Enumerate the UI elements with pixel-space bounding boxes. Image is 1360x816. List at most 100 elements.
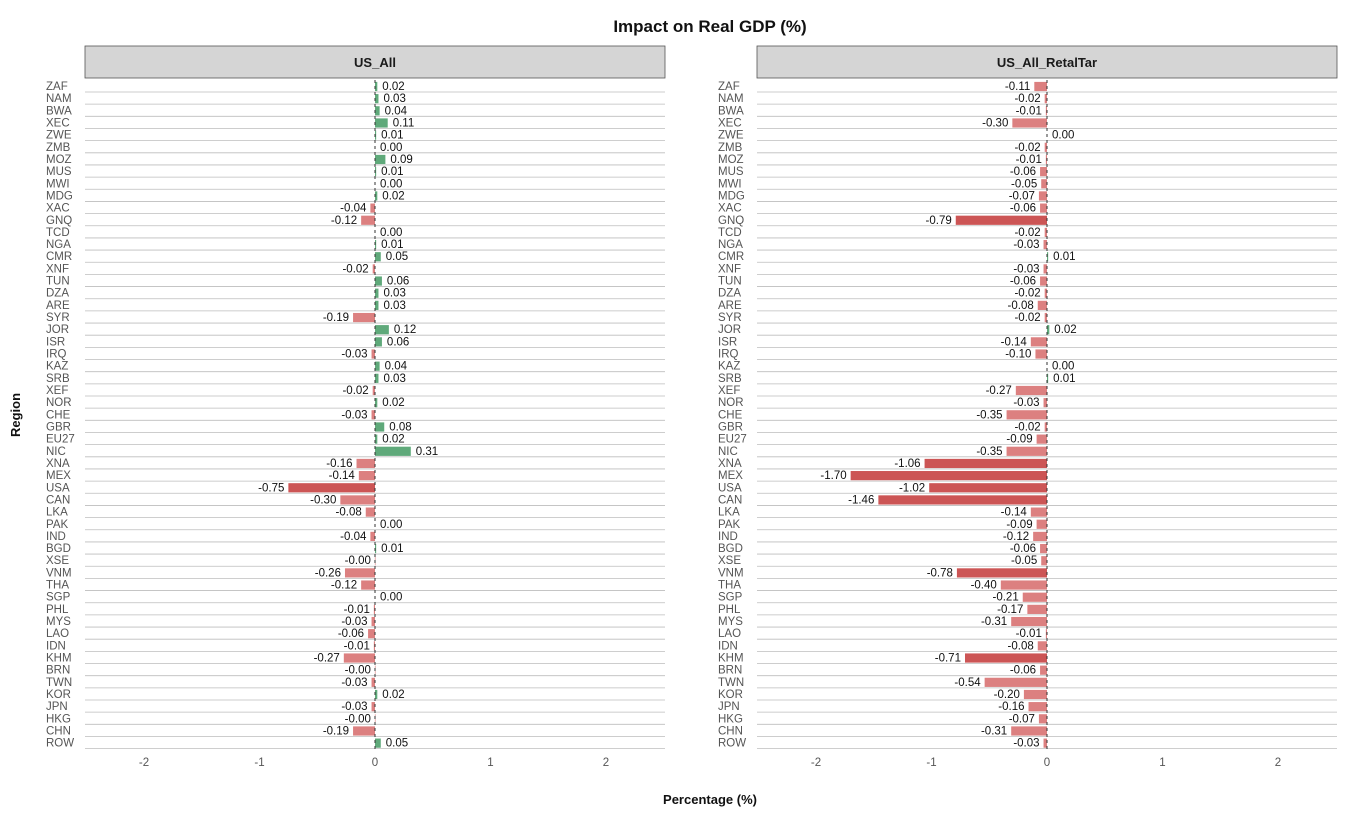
bar-bgd xyxy=(375,543,377,554)
y-tick-label: JPN xyxy=(718,701,740,713)
bar-nam xyxy=(375,94,379,104)
data-label: -0.40 xyxy=(971,580,997,592)
bar-nam xyxy=(1044,94,1047,104)
data-label: 0.03 xyxy=(383,93,405,105)
y-tick-label: BRN xyxy=(46,665,70,677)
y-tick-label: DZA xyxy=(46,288,69,300)
bar-tcd xyxy=(1044,227,1047,238)
bar-can xyxy=(878,495,1047,505)
bar-lao xyxy=(1045,629,1047,639)
data-label: -0.06 xyxy=(1010,276,1036,288)
x-tick-label: -1 xyxy=(926,757,936,769)
panel-US_All_RetalTar: US_All_RetalTar-0.11-0.02-0.01-0.300.00-… xyxy=(718,45,1338,769)
data-label: -0.30 xyxy=(310,494,336,506)
y-tick-label: TWN xyxy=(46,677,72,689)
bar-gnq xyxy=(955,215,1047,225)
data-label: -0.26 xyxy=(315,567,341,579)
bar-idn xyxy=(1037,641,1047,651)
bar-bwa xyxy=(1045,106,1047,116)
y-tick-label: KAZ xyxy=(718,361,740,373)
y-tick-label: MEX xyxy=(718,470,743,482)
y-tick-label: MOZ xyxy=(46,154,72,166)
data-label: -0.14 xyxy=(1001,336,1028,348)
x-axis-title: Percentage (%) xyxy=(663,792,757,807)
data-label: 0.02 xyxy=(382,689,404,701)
x-tick-label: 1 xyxy=(487,757,493,769)
data-label: -0.10 xyxy=(1005,349,1031,361)
bar-mex xyxy=(850,471,1047,481)
bar-chn xyxy=(353,726,375,736)
y-tick-label: EU27 xyxy=(718,434,747,446)
y-tick-label: NAM xyxy=(46,93,72,105)
data-label: -0.03 xyxy=(341,409,367,421)
data-label: -0.03 xyxy=(341,616,367,628)
data-label: 0.00 xyxy=(380,142,402,154)
bar-brn xyxy=(1040,665,1047,675)
bar-nic xyxy=(1006,446,1047,456)
y-tick-label: MDG xyxy=(718,190,745,202)
y-tick-label: IND xyxy=(718,531,738,543)
bar-kor xyxy=(1023,689,1047,700)
y-tick-label: MWI xyxy=(46,178,70,190)
y-tick-label: GNQ xyxy=(46,215,72,227)
bar-xac xyxy=(370,203,375,213)
data-label: 0.01 xyxy=(1053,373,1075,385)
data-label: 0.02 xyxy=(382,190,404,202)
y-tick-label: XEF xyxy=(46,385,68,397)
data-label: 0.02 xyxy=(382,434,404,446)
y-tick-label: CAN xyxy=(718,494,742,506)
data-label: -1.46 xyxy=(848,494,874,506)
bar-mus xyxy=(375,167,377,177)
bar-are xyxy=(375,300,379,310)
data-label: -0.21 xyxy=(993,592,1019,604)
y-tick-label: XNF xyxy=(718,263,741,275)
data-label: -0.12 xyxy=(1003,531,1029,543)
data-label: 0.06 xyxy=(387,276,409,288)
y-tick-label: XNF xyxy=(46,263,69,275)
data-label: -0.09 xyxy=(1006,519,1032,531)
x-tick-label: 2 xyxy=(1275,757,1281,769)
bar-tun xyxy=(1040,276,1047,286)
y-tick-label: NGA xyxy=(46,239,71,251)
facet-strip-label: US_All_RetalTar xyxy=(997,55,1097,70)
y-tick-label: BGD xyxy=(46,543,71,555)
y-tick-label: ROW xyxy=(46,738,74,750)
x-tick-label: 0 xyxy=(1044,757,1050,769)
bar-nga xyxy=(375,239,377,250)
data-label: -0.31 xyxy=(981,616,1007,628)
data-label: -0.04 xyxy=(340,203,367,215)
y-tick-label: GBR xyxy=(718,421,743,433)
data-label: 0.01 xyxy=(381,239,403,251)
data-label: -0.00 xyxy=(345,665,371,677)
data-label: -0.01 xyxy=(1016,105,1042,117)
data-label: -0.01 xyxy=(1016,628,1042,640)
y-tick-label: LKA xyxy=(46,507,68,519)
y-tick-label: MEX xyxy=(46,470,71,482)
data-label: -0.01 xyxy=(344,604,370,616)
data-label: 0.05 xyxy=(386,251,408,263)
y-tick-label: MUS xyxy=(718,166,744,178)
data-label: 0.04 xyxy=(385,105,408,117)
facet-panels: US_All0.020.030.040.110.010.000.090.010.… xyxy=(46,45,1338,769)
bar-cmr xyxy=(1047,252,1049,262)
y-tick-label: CMR xyxy=(46,251,72,263)
data-label: -0.12 xyxy=(331,580,357,592)
data-label: -0.71 xyxy=(935,653,961,665)
y-tick-label: SYR xyxy=(46,312,70,324)
data-label: 0.02 xyxy=(1054,324,1076,336)
bar-zwe xyxy=(375,130,377,140)
y-tick-label: BWA xyxy=(718,105,744,117)
y-tick-label: XAC xyxy=(718,203,742,215)
data-label: -0.02 xyxy=(342,385,368,397)
data-label: -0.00 xyxy=(345,555,371,567)
y-tick-label: TWN xyxy=(718,677,744,689)
y-tick-label: IDN xyxy=(718,640,738,652)
bar-mdg xyxy=(1038,191,1047,201)
bar-nor xyxy=(375,398,378,408)
y-tick-label: XEC xyxy=(46,117,70,129)
data-label: -0.19 xyxy=(323,725,349,737)
bar-bgd xyxy=(1040,543,1047,554)
y-tick-label: XNA xyxy=(718,458,742,470)
data-label: -0.35 xyxy=(976,409,1002,421)
data-label: -0.04 xyxy=(340,531,367,543)
